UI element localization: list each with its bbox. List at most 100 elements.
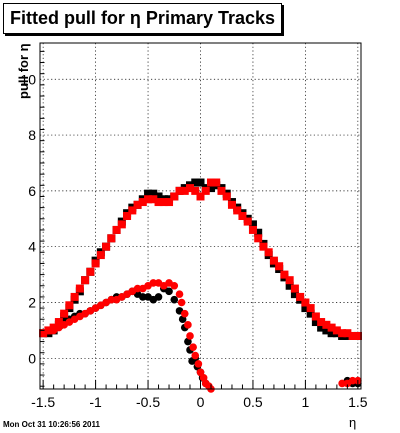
data-point-square bbox=[285, 281, 294, 290]
data-point-square bbox=[112, 225, 121, 234]
data-point-circle bbox=[348, 376, 357, 385]
data-point-square bbox=[290, 284, 299, 293]
data-point-circle bbox=[186, 332, 194, 340]
data-point-square bbox=[285, 276, 294, 285]
data-point-square bbox=[154, 192, 163, 201]
data-point-square bbox=[269, 256, 278, 265]
data-point-square bbox=[81, 276, 90, 285]
data-point-square bbox=[233, 206, 242, 215]
data-point-circle bbox=[177, 298, 186, 307]
data-point-square bbox=[144, 195, 153, 204]
axis-layer: -1.5 -1 -0.5 0 0.5 1 1.5 0 2 4 6 8 10 bbox=[20, 42, 368, 410]
chart-title: Fitted pull for η Primary Tracks bbox=[9, 8, 276, 28]
data-point-square bbox=[317, 318, 326, 327]
data-point-square bbox=[264, 248, 273, 257]
data-point-square bbox=[222, 192, 231, 201]
data-point-square bbox=[254, 234, 263, 243]
y-tick-label: 10 bbox=[20, 71, 36, 87]
data-point-circle bbox=[107, 295, 116, 304]
data-point-circle bbox=[196, 368, 205, 377]
data-point-circle bbox=[180, 309, 189, 318]
data-point-square bbox=[327, 323, 336, 332]
data-point-circle bbox=[175, 290, 184, 298]
data-point-square bbox=[96, 251, 105, 260]
data-point-square bbox=[117, 220, 126, 229]
grid-layer bbox=[40, 43, 361, 389]
data-point-square bbox=[144, 189, 153, 198]
data-point-square bbox=[353, 331, 362, 340]
data-point-square bbox=[248, 225, 257, 234]
data-point-square bbox=[248, 220, 257, 229]
data-point-square bbox=[149, 195, 158, 204]
data-point-square bbox=[123, 212, 132, 220]
y-axis-label: pull for η bbox=[16, 43, 31, 99]
data-point-square bbox=[102, 242, 111, 251]
x-tick-label: 1.5 bbox=[348, 394, 368, 410]
data-point-square bbox=[238, 212, 247, 220]
x-tick-label: 0.5 bbox=[243, 394, 263, 410]
data-point-square bbox=[65, 301, 74, 310]
data-point-square bbox=[212, 178, 221, 187]
data-point-square bbox=[159, 198, 168, 207]
data-point-square bbox=[191, 186, 200, 195]
data-point-square bbox=[275, 262, 284, 271]
data-point-square bbox=[154, 198, 163, 207]
data-point-square bbox=[196, 178, 205, 187]
data-point-square bbox=[259, 242, 268, 251]
data-point-square bbox=[296, 292, 305, 301]
y-tick-label: 4 bbox=[28, 239, 36, 255]
data-point-square bbox=[322, 326, 331, 335]
data-point-square bbox=[206, 184, 215, 193]
data-point-square bbox=[243, 217, 252, 226]
y-tick-label: 2 bbox=[28, 295, 36, 311]
data-point-circle bbox=[149, 279, 158, 287]
data-point-square bbox=[138, 198, 147, 207]
x-tick-label: -1.5 bbox=[31, 394, 55, 410]
data-point-square bbox=[149, 189, 158, 198]
data-point-square bbox=[186, 184, 195, 193]
x-axis-label: η bbox=[349, 415, 357, 430]
data-point-circle bbox=[44, 326, 53, 335]
data-point-circle bbox=[184, 321, 192, 329]
data-point-square bbox=[75, 284, 84, 293]
data-point-circle bbox=[139, 293, 147, 301]
data-point-square bbox=[180, 186, 189, 195]
data-point-circle bbox=[165, 287, 173, 296]
data-point-circle bbox=[154, 293, 163, 301]
data-point-circle bbox=[170, 295, 179, 304]
data-point-square bbox=[170, 192, 179, 201]
data-point-square bbox=[70, 292, 79, 301]
data-point-square bbox=[311, 318, 320, 327]
data-point-square bbox=[306, 304, 315, 313]
data-point-square bbox=[322, 320, 331, 329]
y-tick-label: 8 bbox=[28, 127, 36, 143]
timestamp-footer: Mon Oct 31 10:26:56 2011 bbox=[3, 420, 100, 429]
data-point-square bbox=[280, 270, 289, 279]
data-point-square bbox=[107, 234, 116, 243]
data-point-circle bbox=[194, 360, 203, 368]
data-point-square bbox=[217, 186, 226, 195]
data-point-square bbox=[54, 318, 63, 327]
data-point-square bbox=[301, 304, 310, 313]
data-point-square bbox=[338, 329, 347, 338]
x-tick-label: -0.5 bbox=[136, 394, 160, 410]
data-point-square bbox=[86, 267, 95, 276]
y-tick-label: 0 bbox=[28, 350, 36, 366]
data-point-square bbox=[196, 192, 205, 201]
data-point-square bbox=[175, 186, 184, 195]
x-tick-label: 0 bbox=[197, 394, 205, 410]
data-point-circle bbox=[191, 351, 200, 360]
data-point-square bbox=[165, 198, 174, 207]
data-point-square bbox=[311, 312, 320, 321]
chart-title-box: Fitted pull for η Primary Tracks bbox=[3, 3, 282, 34]
data-point-square bbox=[201, 186, 210, 195]
data-point-square bbox=[301, 298, 310, 307]
data-point-circle bbox=[189, 343, 197, 351]
data-point-circle bbox=[170, 281, 179, 290]
data-point-square bbox=[348, 331, 357, 340]
data-point-square bbox=[332, 326, 341, 335]
data-point-square bbox=[227, 200, 236, 209]
data-point-circle bbox=[338, 379, 346, 388]
data-point-square bbox=[133, 200, 142, 209]
